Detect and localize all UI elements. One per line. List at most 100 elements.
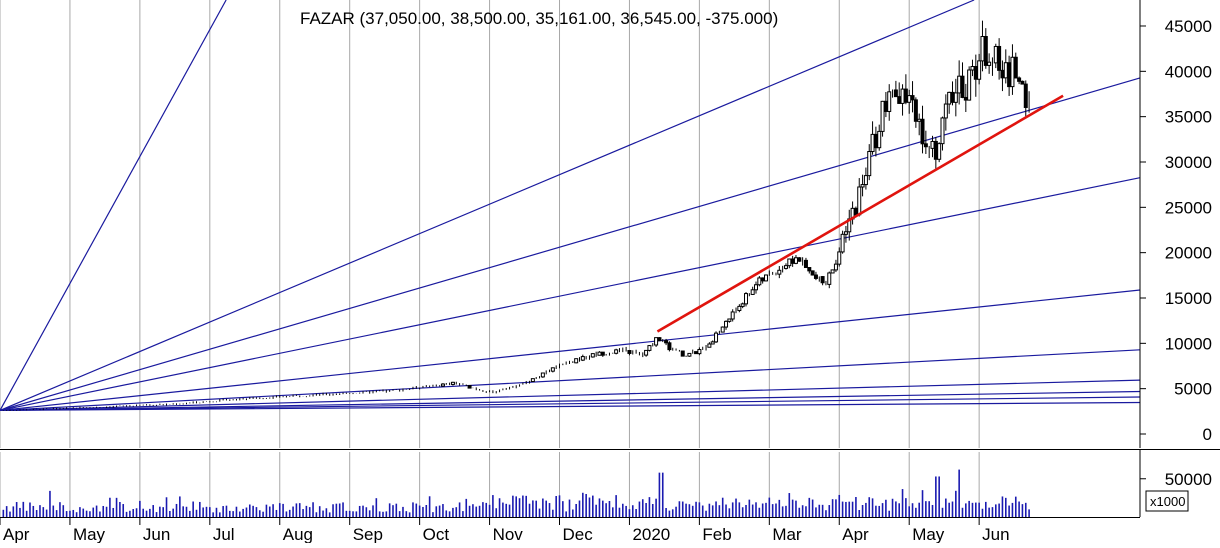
price-bar-body: [920, 118, 925, 145]
time-tick-label: May: [73, 525, 106, 543]
price-bar-body: [880, 100, 885, 132]
price-bar-body: [950, 91, 955, 103]
price-bar-body: [740, 303, 745, 307]
price-bar-body: [953, 92, 958, 103]
fan-line: [0, 390, 1141, 412]
price-bar-body: [687, 352, 692, 357]
price-bar-body: [654, 337, 659, 346]
price-bar-body: [857, 186, 862, 216]
trendline[interactable]: [656, 94, 1064, 333]
price-bar-body: [803, 259, 808, 269]
price-bar-body: [790, 258, 795, 264]
price-tick-label: 25000: [1165, 198, 1212, 217]
price-bar-body: [707, 343, 712, 348]
price-bar-body: [750, 289, 755, 295]
price-bar-body: [807, 267, 812, 272]
price-bar-body: [714, 332, 719, 343]
fan-line: [0, 0, 975, 411]
price-bar-body: [860, 184, 865, 188]
volume-unit-box: [1145, 490, 1189, 512]
price-bar-body: [580, 356, 585, 361]
price-bar-body: [873, 133, 878, 149]
price-bar-body: [694, 351, 699, 355]
time-tick-label: Jun: [982, 525, 1009, 543]
price-bar-body: [993, 45, 998, 64]
price-bar-body: [614, 349, 619, 354]
time-tick-label: Oct: [423, 525, 450, 543]
volume-unit-label: x1000: [1150, 494, 1185, 509]
price-bar-body: [1013, 56, 1018, 79]
price-bar-body: [910, 95, 915, 101]
price-bar-body: [697, 349, 702, 355]
price-bar-body: [960, 75, 965, 98]
price-bar-body: [724, 320, 729, 328]
time-tick-label: Nov: [493, 525, 524, 543]
price-bar-body: [947, 91, 952, 105]
price-bar-body: [853, 207, 858, 216]
price-bar-body: [930, 140, 935, 149]
price-bar-body: [550, 367, 555, 372]
price-bar-body: [980, 36, 985, 62]
price-bar-body: [940, 117, 945, 145]
price-bar-body: [900, 88, 905, 104]
price-bar-body: [887, 91, 892, 112]
price-bar-body: [590, 353, 595, 358]
price-bar-body: [997, 45, 1002, 71]
price-bar-body: [970, 66, 975, 71]
price-bar-body: [1023, 83, 1028, 108]
price-bar-body: [987, 61, 992, 66]
price-bar-body: [863, 175, 868, 186]
price-bar-body: [843, 231, 848, 235]
grid: [0, 0, 980, 517]
price-bar-body: [647, 345, 652, 351]
price-bar-body: [574, 358, 579, 364]
price-bar-body: [870, 133, 875, 153]
price-bar-body: [913, 99, 918, 122]
price-bars: [2, 20, 1030, 411]
price-bar-body: [830, 269, 835, 274]
time-tick-label: Jun: [143, 525, 170, 543]
price-bar-body: [600, 351, 605, 356]
time-tick-label: May: [912, 525, 945, 543]
price-bar-body: [933, 140, 938, 160]
price-tick-label: 15000: [1165, 289, 1212, 308]
time-tick-label: Apr: [3, 525, 30, 543]
price-bar-body: [820, 276, 825, 284]
fan-line: [0, 177, 1141, 412]
price-bar-body: [973, 66, 978, 80]
price-bar-body: [667, 342, 672, 351]
price-bar-body: [744, 293, 749, 305]
gann-fan: [0, 0, 1141, 412]
volume-bars: [2, 469, 1030, 517]
time-tick-label: Mar: [772, 525, 802, 543]
price-bar-body: [597, 351, 602, 356]
price-bar-body: [627, 350, 632, 354]
price-tick-label: 0: [1203, 425, 1212, 444]
price-bar-body: [777, 269, 782, 275]
price-bar-body: [644, 349, 649, 356]
price-bar-body: [867, 151, 872, 177]
price-bar-body: [1017, 77, 1022, 82]
price-bar-body: [737, 305, 742, 312]
price-bar-body: [1007, 62, 1012, 88]
price-bar-body: [903, 88, 908, 103]
time-tick-label: Aug: [283, 525, 313, 543]
price-bar-body: [530, 378, 535, 383]
price-bar-body: [540, 372, 545, 378]
price-bar-body: [664, 340, 669, 344]
price-bar-body: [450, 381, 455, 385]
price-bar-body: [754, 284, 759, 291]
price-tick-labels: 0 5000 10000 15000 20000 25000 30000 35000 40000…: [1140, 17, 1212, 444]
time-tick-label: Apr: [842, 525, 869, 543]
price-bar-body: [720, 326, 725, 333]
time-tick-label: 2020: [632, 525, 670, 543]
fan-line: [0, 401, 1141, 412]
price-tick-label: 30000: [1165, 153, 1212, 172]
price-bar-body: [467, 385, 472, 389]
price-bar-body: [797, 257, 802, 262]
fan-line: [0, 0, 227, 411]
price-bar-body: [657, 337, 662, 342]
price-bar-body: [813, 274, 818, 279]
